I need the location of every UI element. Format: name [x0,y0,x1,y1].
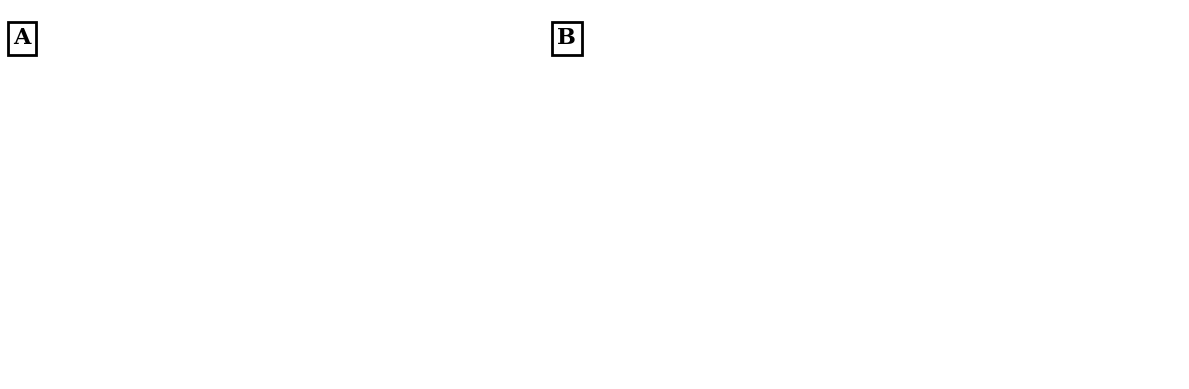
Text: A: A [13,27,31,49]
Text: B: B [558,27,575,49]
